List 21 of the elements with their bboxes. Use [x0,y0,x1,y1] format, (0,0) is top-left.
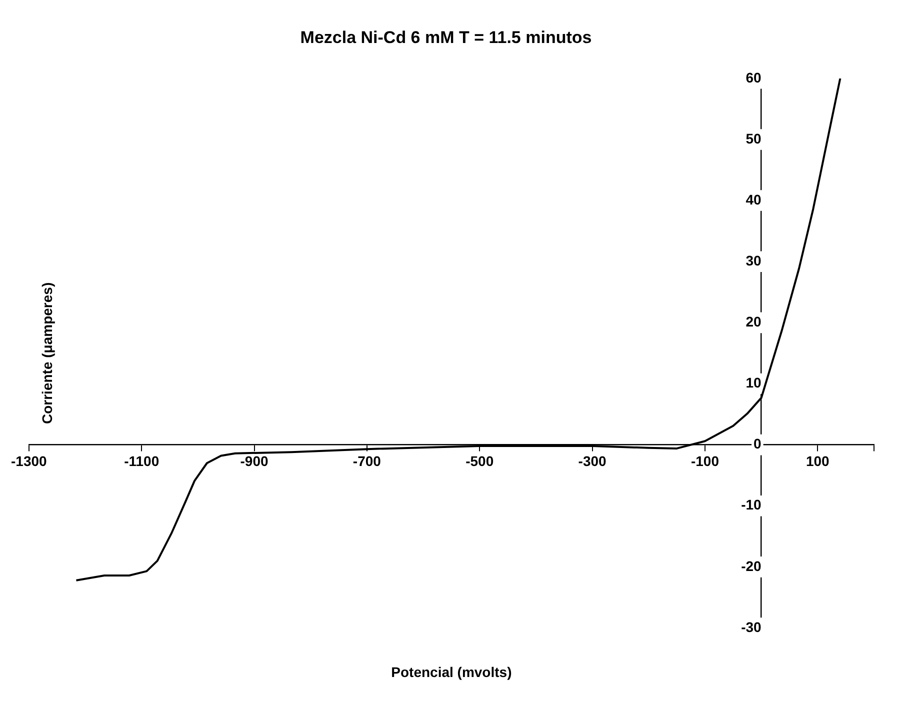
y-tick-label: -10 [741,496,762,513]
x-tick-label: -700 [352,453,382,470]
y-tick-label: 10 [746,374,762,391]
x-tick-label: -900 [240,453,268,470]
x-tick-label: -1100 [124,453,160,470]
x-tick-label: -300 [578,453,607,470]
y-tick-label: -30 [741,618,762,635]
y-tick-label: -20 [741,558,762,574]
y-tick-label: 30 [746,252,762,268]
y-tick-label: 40 [746,191,762,208]
y-axis-title: Corriente (μamperes) [38,282,55,424]
x-tick-label: 100 [806,453,830,470]
chart-title: Mezcla Ni-Cd 6 mM T = 11.5 minutos [300,28,592,47]
y-tick-label: 50 [746,130,762,146]
x-tick-label: -500 [466,453,494,470]
y-tick-label: 20 [746,314,762,330]
x-tick-label: -100 [690,453,720,470]
y-tick-label: 0 [754,436,762,452]
x-tick-label: -1300 [10,453,48,470]
x-axis-title: Potencial (mvolts) [391,664,512,680]
y-tick-label: 60 [746,69,762,86]
